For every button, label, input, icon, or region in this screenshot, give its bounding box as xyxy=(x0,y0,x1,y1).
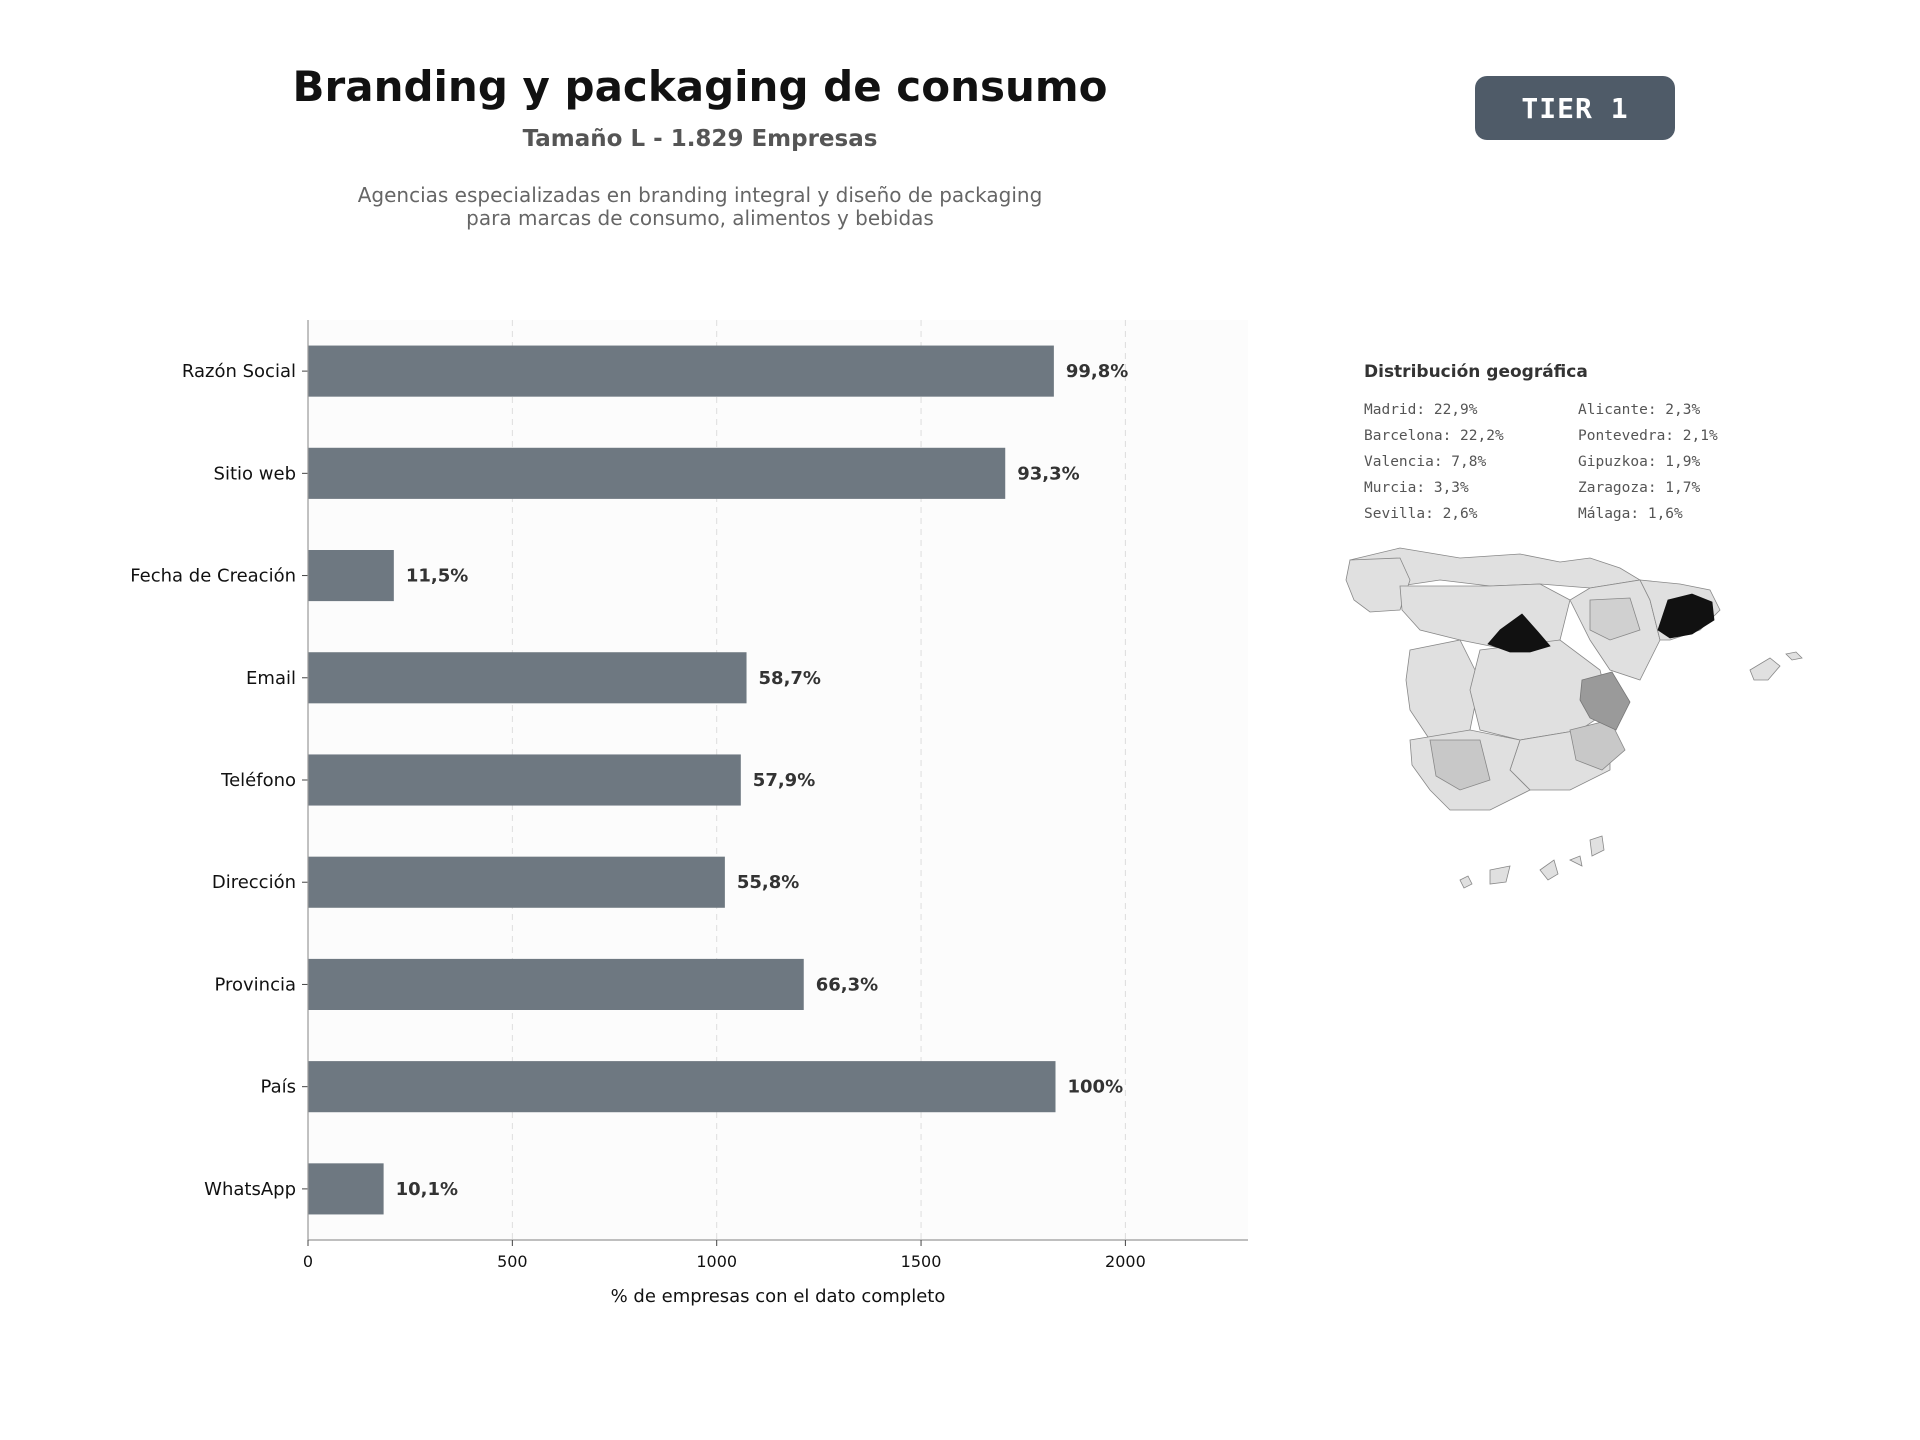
spain-mainland xyxy=(1345,547,1803,889)
data-label: 99,8% xyxy=(1066,361,1128,382)
data-label: 93,3% xyxy=(1017,463,1079,484)
geo-item: Sevilla: 2,6% xyxy=(1364,506,1478,522)
region-ceuta-islands xyxy=(1459,865,1511,889)
bar xyxy=(308,856,725,908)
region-canary xyxy=(1539,835,1605,881)
y-tick-label: Provincia xyxy=(214,974,296,995)
geo-distribution-list: Madrid: 22,9% Alicante: 2,3% Barcelona: … xyxy=(1364,400,1804,525)
tier-badge: TIER 1 xyxy=(1475,76,1675,140)
data-label: 66,3% xyxy=(816,974,878,995)
y-tick-label: Teléfono xyxy=(220,770,296,791)
data-label: 57,9% xyxy=(753,770,815,791)
geo-distribution-title: Distribución geográfica xyxy=(1364,362,1588,382)
bar xyxy=(308,447,1006,499)
x-tick-label: 0 xyxy=(303,1252,313,1271)
x-tick-label: 1000 xyxy=(696,1252,737,1271)
spain-map xyxy=(1345,547,1803,889)
y-tick-label: Dirección xyxy=(212,872,296,893)
bar xyxy=(308,1163,384,1215)
bar xyxy=(308,754,741,806)
x-axis-label: % de empresas con el dato completo xyxy=(611,1286,946,1307)
data-label: 10,1% xyxy=(396,1179,458,1200)
y-tick-label: Sitio web xyxy=(214,463,296,484)
page-title: Branding y packaging de consumo xyxy=(292,62,1108,111)
region-sevilla xyxy=(1429,739,1491,791)
bar-chart: 99,8% Razón Social 93,3% Sitio web 11,5% Fech… xyxy=(130,320,1248,1307)
geo-item: Málaga: 1,6% xyxy=(1578,506,1683,522)
geo-item: Valencia: 7,8% xyxy=(1364,454,1487,470)
y-tick-label: WhatsApp xyxy=(204,1179,296,1200)
geo-item: Madrid: 22,9% xyxy=(1364,402,1478,418)
geo-item: Barcelona: 22,2% xyxy=(1364,428,1504,444)
region-zaragoza xyxy=(1589,597,1641,641)
bar xyxy=(308,652,747,704)
data-label: 58,7% xyxy=(759,668,821,689)
x-tick-label: 1500 xyxy=(901,1252,942,1271)
data-label: 100% xyxy=(1068,1077,1124,1098)
bar xyxy=(308,550,394,602)
page-subtitle: Tamaño L - 1.829 Empresas xyxy=(522,126,878,152)
region-madrid xyxy=(1487,613,1551,653)
x-tick-label: 2000 xyxy=(1105,1252,1146,1271)
y-tick-label: Fecha de Creación xyxy=(130,566,296,587)
region-balearics xyxy=(1749,651,1803,681)
x-tick-label: 500 xyxy=(497,1252,528,1271)
description-line-1: Agencias especializadas en branding inte… xyxy=(357,183,1043,207)
geo-item: Gipuzkoa: 1,9% xyxy=(1578,454,1701,470)
data-label: 55,8% xyxy=(737,872,799,893)
page-description: Agencias especializadas en branding inte… xyxy=(0,184,1400,230)
data-label: 11,5% xyxy=(406,566,468,587)
bar xyxy=(308,345,1054,397)
y-tick-label: País xyxy=(261,1077,296,1098)
geo-item: Pontevedra: 2,1% xyxy=(1578,428,1718,444)
geo-item: Murcia: 3,3% xyxy=(1364,480,1469,496)
geo-item: Zaragoza: 1,7% xyxy=(1578,480,1701,496)
region-barcelona xyxy=(1657,593,1715,639)
bar xyxy=(308,958,804,1010)
region-galicia xyxy=(1345,557,1411,613)
region-extremadura xyxy=(1405,639,1481,741)
bar xyxy=(308,1061,1056,1113)
y-tick-label: Email xyxy=(246,668,296,689)
geo-item: Alicante: 2,3% xyxy=(1578,402,1701,418)
description-line-2: para marcas de consumo, alimentos y bebi… xyxy=(466,206,934,230)
region-valencia xyxy=(1579,671,1631,731)
y-tick-label: Razón Social xyxy=(182,361,296,382)
